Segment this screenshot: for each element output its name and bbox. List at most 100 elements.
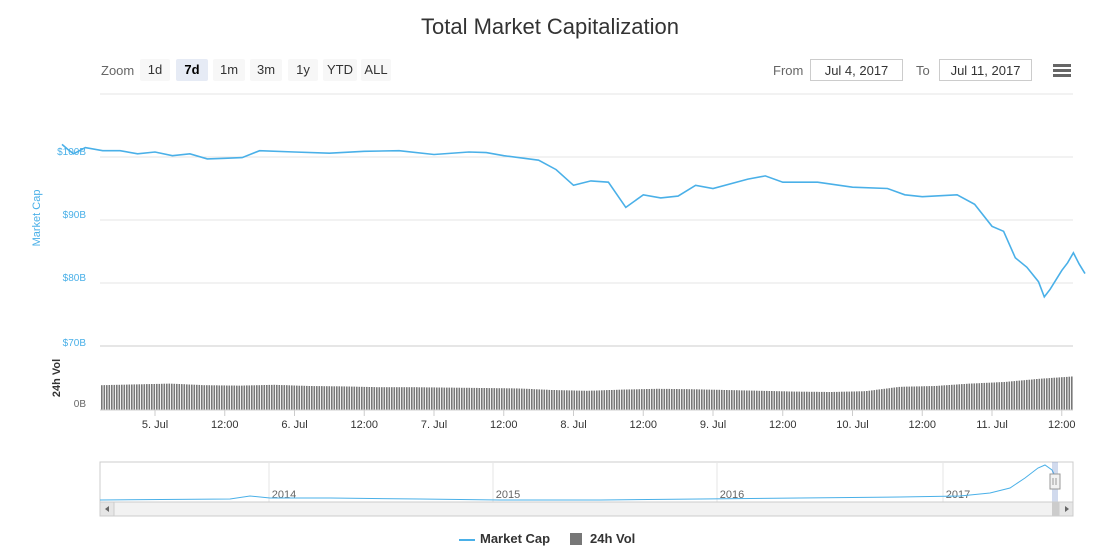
volume-bar <box>826 392 828 410</box>
volume-bar <box>796 391 798 410</box>
volume-bar <box>931 386 933 410</box>
volume-bar <box>811 391 813 410</box>
volume-bar <box>101 385 103 410</box>
volume-bar <box>291 385 293 410</box>
x-tick-label: 9. Jul <box>700 419 726 431</box>
scrollbar-thumb[interactable] <box>1052 502 1060 516</box>
scroll-left-arrow-icon <box>105 506 109 512</box>
volume-bar <box>521 388 523 410</box>
volume-bar <box>943 385 946 410</box>
volume-bar <box>726 390 728 410</box>
scrollbar-track[interactable] <box>99 501 1074 517</box>
x-tick-label: 12:00 <box>211 419 239 431</box>
volume-bar <box>448 387 451 410</box>
volume-bar <box>606 390 608 410</box>
volume-bar <box>183 384 186 410</box>
volume-bar <box>556 390 558 410</box>
volume-bar <box>966 383 968 410</box>
volume-bar <box>311 386 313 410</box>
volume-bar <box>958 384 961 410</box>
x-tick-label: 12:00 <box>629 419 657 431</box>
volume-bar <box>148 384 151 410</box>
zoom-button-1d[interactable]: 1d <box>140 59 170 81</box>
volume-bar <box>956 384 958 410</box>
navigator-handle-icon[interactable] <box>1049 473 1061 490</box>
volume-bar <box>498 388 501 410</box>
volume-bar <box>718 389 721 410</box>
legend-market-cap[interactable]: Market Cap <box>480 531 551 546</box>
volume-bar <box>973 383 976 410</box>
volume-bar <box>838 391 841 410</box>
y-axis-title: Market Cap <box>31 190 43 247</box>
legend-24h-vol[interactable]: 24h Vol <box>590 531 636 546</box>
market-cap-series-line[interactable] <box>61 143 1086 299</box>
volume-bar <box>383 387 386 410</box>
volume-bar <box>1053 377 1056 410</box>
volume-bar <box>401 387 403 410</box>
volume-bar <box>573 390 576 410</box>
zoom-button-7d[interactable]: 7d <box>176 59 208 81</box>
volume-bar <box>626 389 628 410</box>
volume-bar <box>851 391 853 410</box>
volume-bar <box>831 392 833 410</box>
zoom-button-1m[interactable]: 1m <box>213 59 245 81</box>
volume-bar <box>391 387 393 410</box>
volume-bar <box>368 387 371 410</box>
from-date-input[interactable]: Jul 4, 2017 <box>810 59 903 81</box>
volume-bar <box>953 384 956 410</box>
volume-bar <box>371 387 373 410</box>
zoom-button-all[interactable]: ALL <box>361 59 391 81</box>
navigator-tick-label: 2016 <box>720 489 744 501</box>
volume-bar <box>538 389 541 410</box>
volume-bar <box>903 386 906 410</box>
volume-bar <box>283 385 286 410</box>
volume-bar <box>1021 380 1023 410</box>
volume-bar <box>373 387 376 410</box>
volume-bar <box>201 385 203 410</box>
volume-bar <box>596 390 598 410</box>
volume-bar <box>676 389 678 410</box>
volume-bar <box>776 391 778 410</box>
volume-bar <box>983 382 986 410</box>
volume-bar <box>508 388 511 410</box>
volume-bar <box>376 387 378 410</box>
volume-bar <box>471 387 473 410</box>
volume-bar <box>653 388 656 410</box>
volume-bar <box>616 389 618 410</box>
volume-bar <box>793 391 796 410</box>
volume-bar <box>503 388 506 410</box>
volume-bar <box>828 392 831 410</box>
volume-bar <box>976 383 978 410</box>
volume-bar <box>321 386 323 410</box>
volume-bar <box>136 384 138 410</box>
volume-bar <box>813 391 816 410</box>
zoom-button-ytd[interactable]: YTD <box>323 59 357 81</box>
volume-bar <box>648 389 651 410</box>
volume-bar <box>558 390 561 410</box>
volume-bar <box>308 386 311 410</box>
zoom-button-1y[interactable]: 1y <box>288 59 318 81</box>
volume-bar <box>846 391 848 410</box>
to-date-input[interactable]: Jul 11, 2017 <box>939 59 1032 81</box>
volume-bar <box>456 387 458 410</box>
volume-bar <box>603 390 606 410</box>
volume-bar <box>708 389 711 410</box>
volume-bar <box>611 390 613 410</box>
volume-bar <box>468 387 471 410</box>
hamburger-menu-icon[interactable] <box>1053 64 1071 78</box>
zoom-button-3m[interactable]: 3m <box>250 59 282 81</box>
volume-bar <box>916 386 918 410</box>
volume-bar <box>918 386 921 410</box>
volume-bar <box>1016 380 1018 410</box>
volume-bar <box>111 384 113 410</box>
volume-bar <box>581 390 583 410</box>
volume-bar <box>511 388 513 410</box>
volume-bar <box>423 387 426 410</box>
volume-bar <box>341 386 343 410</box>
volume-bar <box>361 386 363 410</box>
volume-bar <box>706 389 708 410</box>
volume-bar <box>741 390 743 410</box>
volume-bar <box>783 391 786 410</box>
volume-bar <box>1003 382 1006 410</box>
volume-bar <box>1041 378 1043 410</box>
